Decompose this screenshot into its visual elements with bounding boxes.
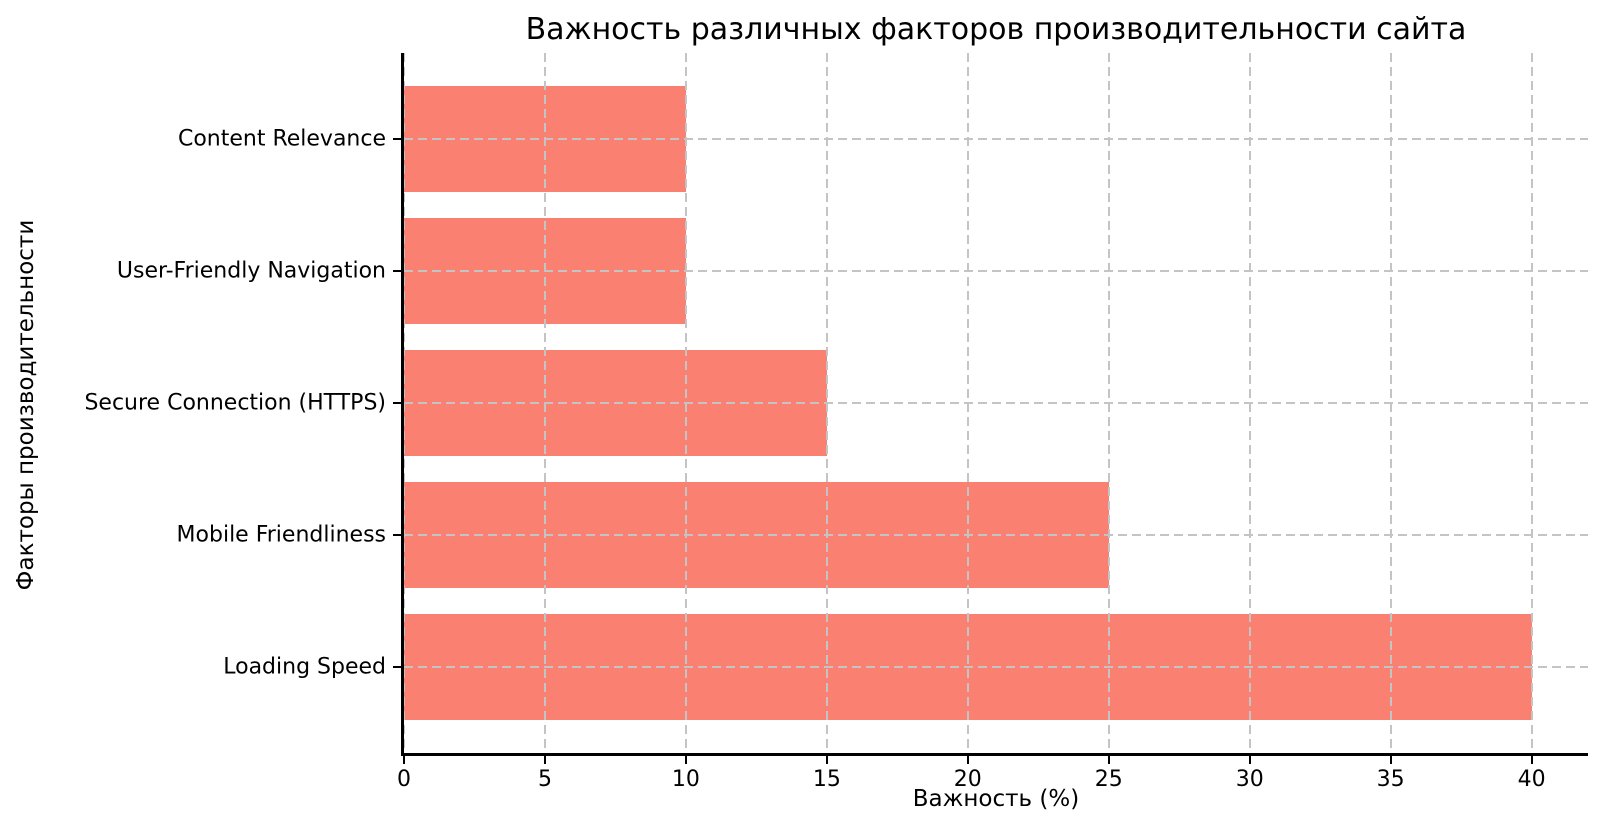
y-tick-label: Content Relevance — [177, 126, 386, 152]
y-tick-mark — [393, 137, 401, 140]
y-tick-mark — [393, 534, 401, 537]
x-tick-label: 15 — [812, 767, 841, 792]
x-tick-label: 20 — [953, 767, 982, 792]
x-tick-label: 0 — [397, 767, 411, 792]
y-tick-label: Mobile Friendliness — [176, 522, 386, 548]
x-tick-mark — [1530, 756, 1533, 764]
x-tick-mark — [1389, 756, 1392, 764]
x-tick-label: 5 — [537, 767, 552, 792]
x-tick-mark — [825, 756, 828, 764]
x-tick-mark — [1248, 756, 1251, 764]
x-axis-spine — [401, 753, 1588, 756]
y-tick-label: Secure Connection (HTTPS) — [84, 390, 386, 416]
x-tick-label: 35 — [1376, 767, 1405, 792]
bar — [404, 482, 1109, 588]
y-tick-label: User-Friendly Navigation — [116, 258, 386, 284]
y-tick-mark — [393, 666, 401, 669]
bar — [404, 614, 1532, 720]
x-tick-mark — [1107, 756, 1110, 764]
x-tick-label: 10 — [671, 767, 700, 792]
y-tick-mark — [393, 402, 401, 404]
x-tick-mark — [543, 756, 546, 764]
x-tick-mark — [403, 756, 405, 764]
x-axis-label: Важность (%) — [912, 786, 1080, 812]
y-tick-mark — [393, 269, 401, 272]
x-tick-label: 40 — [1517, 767, 1546, 792]
plot-area — [403, 53, 1588, 753]
bar — [404, 350, 827, 456]
y-axis-spine — [401, 53, 404, 756]
x-tick-mark — [966, 756, 969, 764]
x-tick-label: 30 — [1235, 767, 1264, 792]
bar — [404, 86, 686, 192]
x-tick-label: 25 — [1094, 767, 1123, 792]
bar — [404, 218, 686, 324]
bars-layer — [404, 53, 1588, 753]
x-tick-mark — [684, 756, 687, 764]
y-tick-label: Loading Speed — [223, 654, 386, 680]
chart-title: Важность различных факторов производител… — [525, 12, 1467, 47]
